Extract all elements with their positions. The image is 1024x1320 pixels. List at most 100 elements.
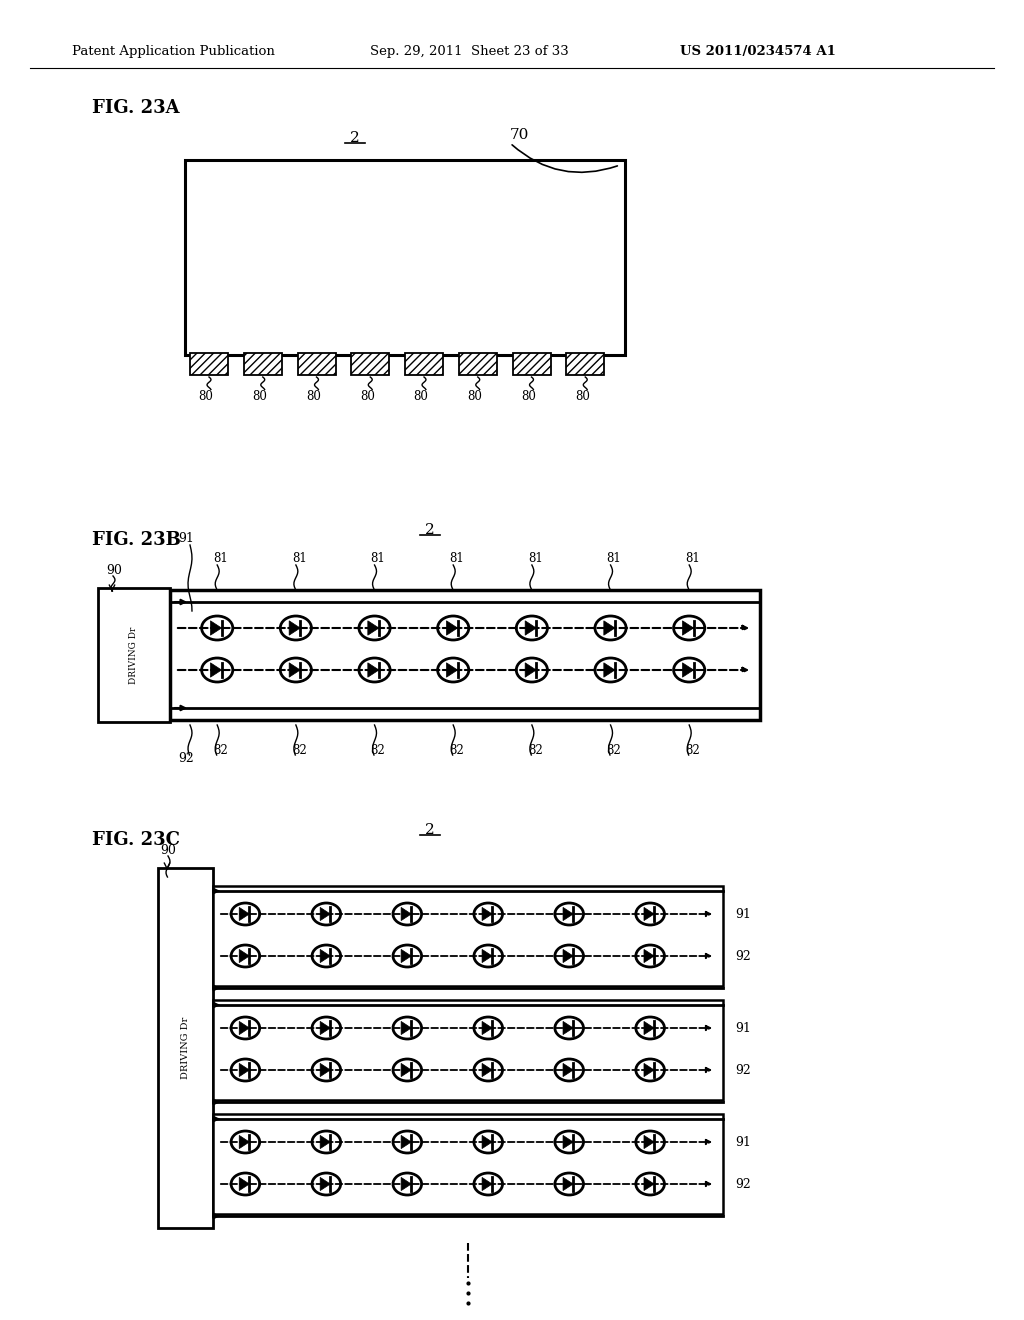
Polygon shape <box>240 1022 249 1035</box>
Polygon shape <box>604 620 614 635</box>
Text: 92: 92 <box>735 949 751 962</box>
Bar <box>213 886 723 986</box>
Text: 80: 80 <box>359 391 375 404</box>
Text: 2: 2 <box>425 822 435 837</box>
Text: 92: 92 <box>178 751 194 764</box>
Text: 82: 82 <box>213 743 228 756</box>
Text: 82: 82 <box>527 743 543 756</box>
Text: 80: 80 <box>467 391 482 404</box>
Polygon shape <box>401 907 412 920</box>
Polygon shape <box>321 1135 331 1148</box>
Bar <box>244 352 282 375</box>
Polygon shape <box>482 1022 493 1035</box>
Text: 80: 80 <box>414 391 428 404</box>
Polygon shape <box>446 663 458 677</box>
Polygon shape <box>563 1177 573 1191</box>
Text: FIG. 23A: FIG. 23A <box>92 99 179 117</box>
Text: 91: 91 <box>735 1135 751 1148</box>
Polygon shape <box>644 1135 654 1148</box>
Text: 81: 81 <box>685 552 700 565</box>
Polygon shape <box>321 1177 331 1191</box>
Polygon shape <box>482 949 493 962</box>
Text: 82: 82 <box>606 743 622 756</box>
Polygon shape <box>563 1022 573 1035</box>
Polygon shape <box>644 949 654 962</box>
Polygon shape <box>644 1064 654 1077</box>
Polygon shape <box>289 620 300 635</box>
Polygon shape <box>321 1022 331 1035</box>
Text: 80: 80 <box>574 391 590 404</box>
Polygon shape <box>482 907 493 920</box>
Polygon shape <box>368 663 379 677</box>
Polygon shape <box>525 663 537 677</box>
Text: 2: 2 <box>425 523 435 537</box>
Text: DRIVING Dr: DRIVING Dr <box>129 626 138 684</box>
Text: 90: 90 <box>106 564 122 577</box>
Polygon shape <box>482 1064 493 1077</box>
Polygon shape <box>644 1177 654 1191</box>
Polygon shape <box>563 907 573 920</box>
Polygon shape <box>211 620 221 635</box>
Polygon shape <box>321 949 331 962</box>
Polygon shape <box>563 1064 573 1077</box>
Text: 92: 92 <box>735 1064 751 1077</box>
Bar <box>185 160 625 355</box>
Text: 80: 80 <box>306 391 321 404</box>
Text: 82: 82 <box>685 743 700 756</box>
Text: Sep. 29, 2011  Sheet 23 of 33: Sep. 29, 2011 Sheet 23 of 33 <box>370 45 568 58</box>
Bar <box>158 869 213 1228</box>
Polygon shape <box>211 663 221 677</box>
Text: 81: 81 <box>527 552 543 565</box>
Polygon shape <box>604 663 614 677</box>
Polygon shape <box>563 949 573 962</box>
Polygon shape <box>682 620 693 635</box>
Text: 80: 80 <box>199 391 213 404</box>
Bar <box>351 352 389 375</box>
Bar <box>213 1114 723 1214</box>
Polygon shape <box>401 1064 412 1077</box>
Bar <box>566 352 604 375</box>
Text: 2: 2 <box>350 131 359 145</box>
Text: 82: 82 <box>371 743 385 756</box>
Text: 91: 91 <box>735 908 751 920</box>
Text: 92: 92 <box>735 1177 751 1191</box>
Text: 90: 90 <box>160 843 176 857</box>
Text: 70: 70 <box>510 128 529 143</box>
Polygon shape <box>401 1022 412 1035</box>
Text: 82: 82 <box>292 743 306 756</box>
Polygon shape <box>321 1064 331 1077</box>
Polygon shape <box>401 1135 412 1148</box>
Polygon shape <box>682 663 693 677</box>
Text: DRIVING Dr: DRIVING Dr <box>181 1016 190 1080</box>
Text: 81: 81 <box>450 552 464 565</box>
Polygon shape <box>289 663 300 677</box>
Text: US 2011/0234574 A1: US 2011/0234574 A1 <box>680 45 836 58</box>
Text: 91: 91 <box>178 532 194 544</box>
Text: FIG. 23C: FIG. 23C <box>92 832 180 849</box>
Text: 91: 91 <box>735 1022 751 1035</box>
Text: 80: 80 <box>521 391 536 404</box>
Text: 82: 82 <box>450 743 464 756</box>
Bar <box>213 1001 723 1100</box>
Polygon shape <box>644 1022 654 1035</box>
Text: 81: 81 <box>292 552 306 565</box>
Polygon shape <box>240 1177 249 1191</box>
Polygon shape <box>563 1135 573 1148</box>
Bar <box>512 352 551 375</box>
Polygon shape <box>240 1064 249 1077</box>
Text: Patent Application Publication: Patent Application Publication <box>72 45 274 58</box>
Polygon shape <box>644 907 654 920</box>
Text: 81: 81 <box>213 552 228 565</box>
Bar <box>170 590 760 719</box>
Bar <box>406 352 443 375</box>
Polygon shape <box>240 1135 249 1148</box>
Polygon shape <box>321 907 331 920</box>
Text: 81: 81 <box>371 552 385 565</box>
Polygon shape <box>525 620 537 635</box>
Text: 81: 81 <box>606 552 622 565</box>
Text: 80: 80 <box>252 391 267 404</box>
Text: FIG. 23B: FIG. 23B <box>92 531 181 549</box>
Polygon shape <box>368 620 379 635</box>
Polygon shape <box>482 1177 493 1191</box>
Bar <box>459 352 497 375</box>
